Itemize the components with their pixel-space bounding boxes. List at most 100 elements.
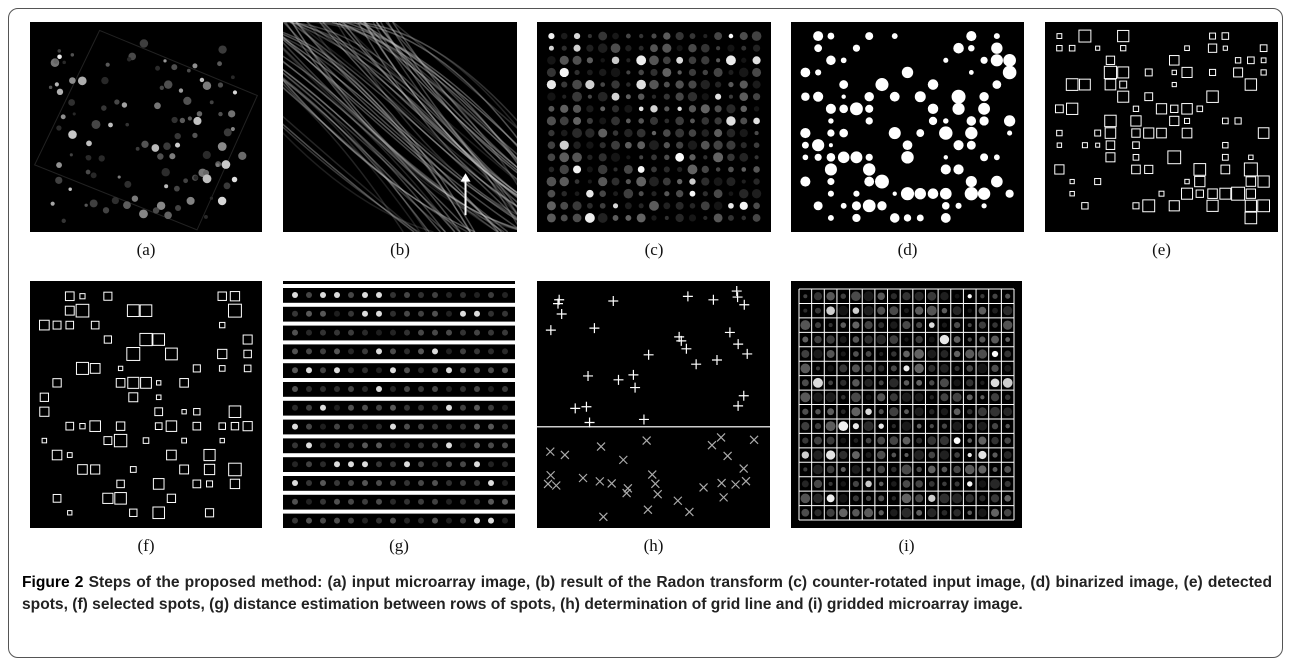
image-detail — [728, 203, 734, 209]
image-detail — [153, 479, 164, 490]
image-detail — [826, 450, 835, 459]
image-detail — [853, 45, 860, 52]
image-detail — [979, 480, 986, 487]
image-detail — [432, 424, 438, 430]
image-detail — [157, 381, 161, 385]
image-detail — [828, 380, 833, 385]
image-detail — [644, 506, 652, 514]
image-detail — [802, 437, 808, 443]
panel-image — [30, 22, 262, 232]
image-detail — [903, 437, 911, 445]
image-detail — [952, 493, 962, 503]
panel-graphic — [30, 281, 262, 528]
image-detail — [991, 494, 999, 502]
image-detail — [194, 409, 200, 415]
image-detail — [801, 350, 809, 358]
image-detail — [955, 366, 960, 371]
image-detail — [853, 307, 860, 314]
image-detail — [432, 348, 438, 354]
image-detail — [979, 116, 988, 125]
image-detail — [612, 178, 620, 186]
image-detail — [740, 465, 748, 473]
image-detail — [589, 323, 599, 333]
image-detail — [638, 166, 645, 173]
image-detail — [306, 424, 312, 430]
image-detail — [474, 367, 480, 373]
image-detail — [488, 311, 494, 317]
image-detail — [612, 33, 619, 40]
image-detail — [624, 189, 634, 199]
image-detail — [572, 152, 582, 162]
panel-image — [1045, 22, 1278, 232]
image-detail — [613, 167, 617, 171]
image-detail — [1144, 128, 1154, 138]
image-detail — [432, 461, 438, 467]
image-detail — [320, 292, 326, 298]
image-detail — [446, 348, 452, 354]
image-detail — [703, 216, 707, 220]
image-detail — [166, 348, 178, 360]
image-detail — [801, 509, 809, 517]
image-detail — [175, 205, 181, 211]
image-detail — [866, 351, 872, 357]
image-detail — [902, 292, 910, 300]
image-detail — [992, 308, 998, 314]
image-detail — [990, 479, 1000, 489]
image-detail — [991, 509, 999, 517]
image-detail — [928, 365, 935, 372]
image-detail — [432, 311, 438, 317]
image-detail — [376, 442, 382, 448]
image-detail — [941, 213, 951, 223]
image-detail — [1248, 57, 1255, 64]
image-detail — [117, 480, 124, 487]
image-detail — [306, 292, 312, 298]
image-detail — [690, 203, 696, 209]
image-detail — [1210, 69, 1216, 75]
image-detail — [562, 46, 567, 51]
caption: Figure 2 Steps of the proposed method: (… — [22, 572, 1272, 616]
image-detail — [502, 424, 508, 430]
image-detail — [916, 438, 922, 444]
image-detail — [404, 480, 410, 486]
image-detail — [573, 56, 582, 65]
image-detail — [942, 467, 948, 473]
image-detail — [728, 167, 734, 173]
image-detail — [720, 493, 728, 501]
image-detail — [42, 438, 46, 442]
image-detail — [1223, 142, 1228, 147]
image-detail — [841, 203, 847, 209]
image-detail — [320, 424, 326, 430]
image-detail — [78, 465, 88, 475]
image-detail — [230, 292, 239, 301]
image-detail — [664, 191, 669, 196]
image-detail — [292, 367, 298, 373]
image-detail — [650, 69, 657, 76]
image-detail — [967, 394, 973, 400]
image-detail — [1133, 154, 1139, 160]
image-detail — [71, 53, 74, 56]
image-detail — [625, 142, 632, 149]
image-detail — [502, 518, 508, 524]
image-detail — [904, 453, 908, 457]
image-detail — [942, 308, 948, 314]
image-detail — [649, 177, 659, 187]
image-detail — [902, 464, 912, 474]
image-detail — [219, 366, 225, 372]
image-detail — [390, 442, 396, 448]
image-detail — [292, 311, 298, 317]
image-detail — [929, 322, 935, 328]
image-detail — [814, 201, 823, 210]
image-detail — [91, 120, 100, 129]
image-detail — [991, 437, 998, 444]
image-detail — [813, 450, 822, 459]
image-detail — [1003, 407, 1012, 416]
image-detail — [741, 46, 746, 51]
image-detail — [155, 408, 163, 416]
image-detail — [348, 424, 354, 430]
image-detail — [829, 143, 833, 147]
image-detail — [728, 215, 734, 221]
image-detail — [675, 153, 684, 162]
image-detail — [980, 395, 984, 399]
image-detail — [1197, 106, 1203, 112]
image-detail — [418, 348, 424, 354]
